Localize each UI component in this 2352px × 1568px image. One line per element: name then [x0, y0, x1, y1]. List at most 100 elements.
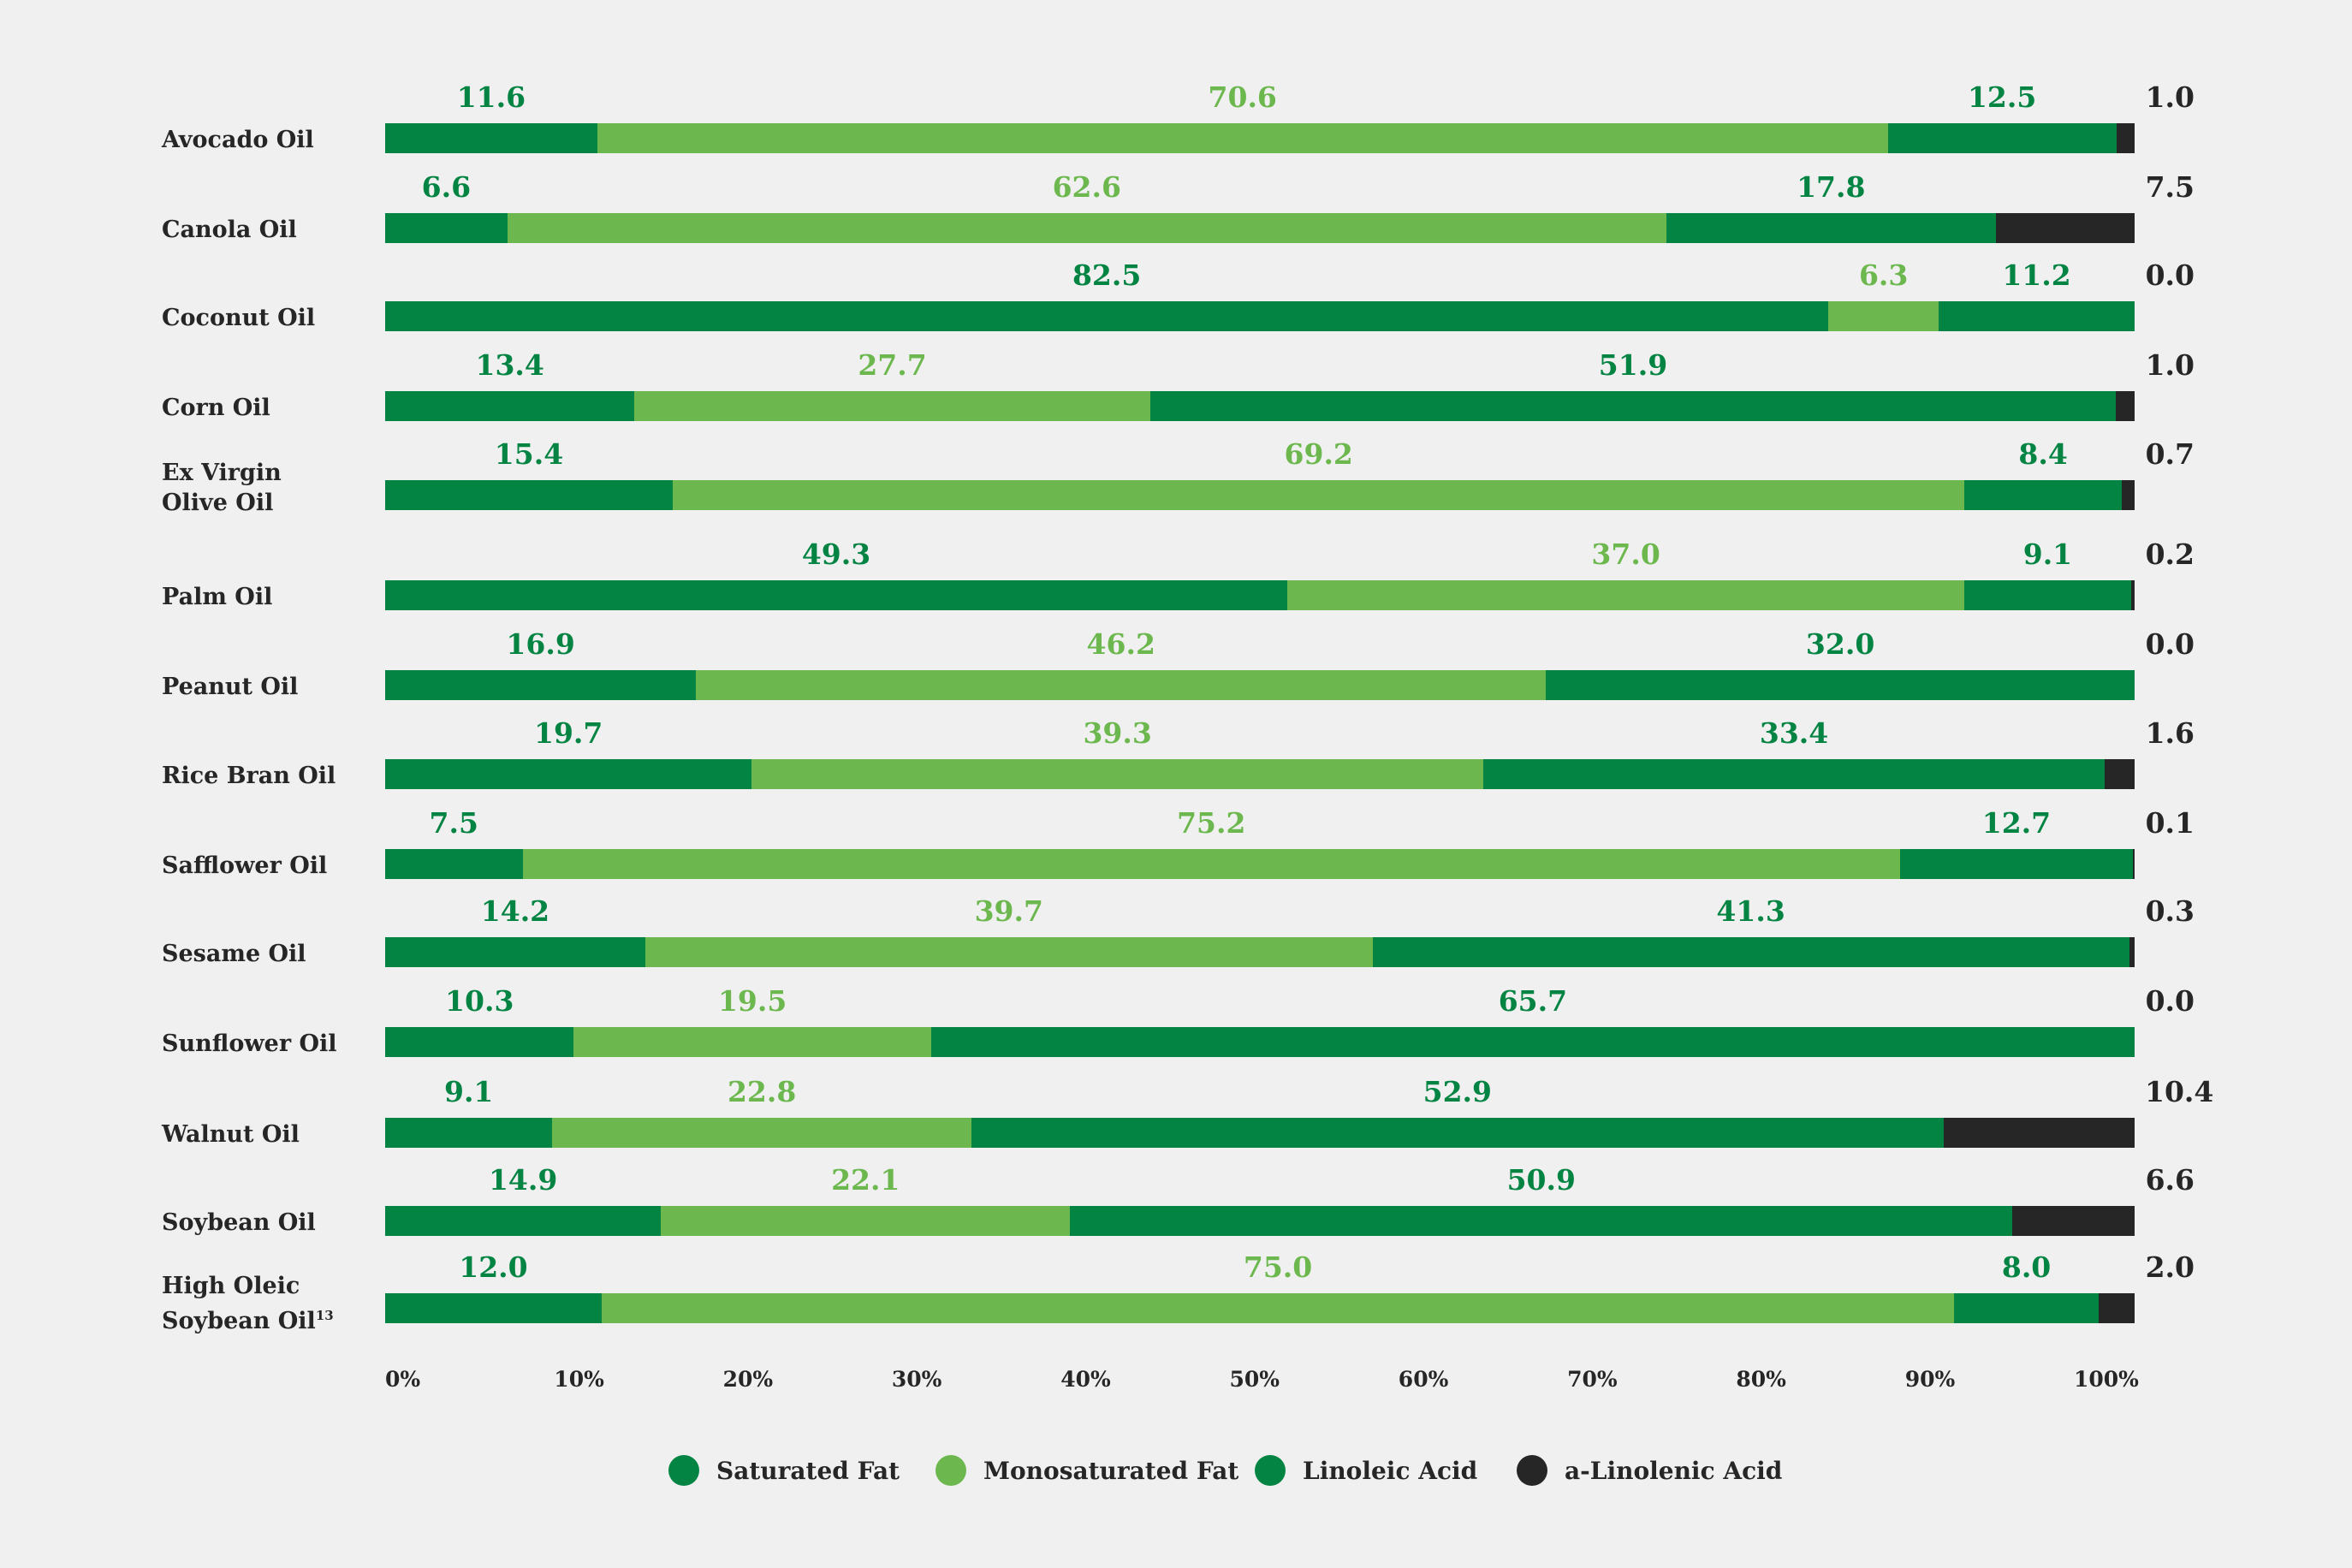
data-label: 10.3 [445, 984, 514, 1018]
x-tick-label: 30% [891, 1367, 942, 1392]
data-label: 75.0 [1243, 1250, 1313, 1284]
legend-swatch-icon [1517, 1455, 1547, 1486]
legend-label: a-Linolenic Acid [1565, 1456, 1783, 1485]
bar-segment-saturated-fat [385, 580, 1288, 610]
data-label: 51.9 [1598, 348, 1668, 382]
x-tick-label: 80% [1736, 1367, 1786, 1392]
bar-segment-saturated-fat [385, 1027, 574, 1057]
data-label: 8.0 [2001, 1250, 2052, 1284]
data-label: 11.2 [2002, 258, 2071, 292]
bar-segment-a-linolenic-acid [1995, 213, 2135, 243]
category-label: High Oleic Soybean Oil13 [162, 1271, 334, 1336]
bar-segment-a-linolenic-acid [2129, 937, 2135, 967]
legend-label: Saturated Fat [716, 1456, 900, 1485]
footnote-marker: 13 [315, 1308, 334, 1323]
bar-segment-linoleic-acid [1964, 480, 2122, 510]
data-label: 39.7 [974, 894, 1043, 928]
bar-segment-saturated-fat [385, 670, 697, 700]
data-label: 7.5 [429, 806, 478, 840]
category-label-line1: Ex Virgin [162, 460, 282, 486]
data-label: 6.6 [421, 170, 472, 204]
bar-segment-monosaturated-fat [552, 1118, 971, 1148]
data-label: 0.0 [2145, 627, 2195, 661]
bar-segment-saturated-fat [385, 301, 1829, 331]
bar-segment-linoleic-acid [1666, 213, 1996, 243]
data-label: 16.9 [506, 627, 575, 661]
bar-segment-a-linolenic-acid [2130, 580, 2135, 610]
data-label: 82.5 [1072, 258, 1142, 292]
category-label: Sunflower Oil [162, 1030, 337, 1057]
bar-segment-monosaturated-fat [522, 849, 1901, 879]
category-label: Soybean Oil [162, 1209, 316, 1236]
bar-segment-linoleic-acid [1372, 937, 2129, 967]
data-label: 50.9 [1506, 1163, 1576, 1197]
data-label: 33.4 [1759, 716, 1829, 750]
legend-swatch-icon [668, 1455, 699, 1486]
bar-segment-saturated-fat [385, 1118, 553, 1148]
data-label: 22.1 [831, 1163, 900, 1197]
bar-segment-saturated-fat [385, 391, 635, 421]
data-label: 1.0 [2145, 348, 2195, 382]
bar-segment-a-linolenic-acid [2121, 480, 2135, 510]
bar-segment-saturated-fat [385, 937, 645, 967]
bar-segment-monosaturated-fat [573, 1027, 931, 1057]
bar-segment-linoleic-acid [1070, 1206, 2013, 1236]
data-label: 0.0 [2145, 258, 2195, 292]
bar-segment-linoleic-acid [971, 1118, 1944, 1148]
data-label: 13.4 [475, 348, 544, 382]
data-label: 12.7 [1981, 806, 2052, 840]
data-label: 14.9 [488, 1163, 558, 1197]
data-label: 7.5 [2145, 170, 2195, 204]
bar-segment-a-linolenic-acid [2012, 1206, 2135, 1236]
bar-segment-monosaturated-fat [1828, 301, 1939, 331]
bar-segment-saturated-fat [385, 1206, 662, 1236]
bar-segment-linoleic-acid [1954, 1293, 2099, 1323]
bar-segment-saturated-fat [385, 759, 752, 789]
data-label: 15.4 [494, 437, 564, 471]
x-tick-label: 10% [554, 1367, 604, 1392]
bar-segment-monosaturated-fat [672, 480, 1965, 510]
data-label: 17.8 [1797, 170, 1866, 204]
x-tick-label: 40% [1060, 1367, 1111, 1392]
bar-segment-saturated-fat [385, 1293, 602, 1323]
bar-segment-saturated-fat [385, 213, 508, 243]
bar-segment-saturated-fat [385, 123, 597, 153]
category-label: Walnut Oil [162, 1121, 300, 1148]
bar-segment-linoleic-acid [1887, 123, 2117, 153]
legend-item: a-Linolenic Acid [1517, 1455, 1782, 1486]
category-label: Avocado Oil [162, 127, 314, 153]
bar-segment-a-linolenic-acid [2105, 759, 2135, 789]
data-label: 1.6 [2145, 716, 2195, 750]
data-label: 0.2 [2145, 538, 2195, 571]
data-label: 19.7 [533, 716, 603, 750]
data-label: 19.5 [717, 984, 787, 1018]
data-label: 10.4 [2145, 1075, 2214, 1108]
category-label: Canola Oil [162, 217, 297, 243]
x-tick-label: 20% [722, 1367, 774, 1392]
data-label: 8.4 [2018, 437, 2068, 471]
bar-segment-linoleic-acid [1964, 580, 2131, 610]
legend-swatch-icon [935, 1455, 966, 1486]
data-label: 0.7 [2145, 437, 2195, 471]
category-label: Corn Oil [162, 395, 270, 421]
category-label: Safflower Oil [162, 852, 328, 879]
bar-segment-monosaturated-fat [644, 937, 1373, 967]
category-label: Coconut Oil [162, 305, 316, 331]
bar-segment-linoleic-acid [1546, 670, 2135, 700]
bar-segment-monosaturated-fat [661, 1206, 1071, 1236]
legend-item: Linoleic Acid [1255, 1455, 1477, 1486]
legend-item: Monosaturated Fat [935, 1455, 1238, 1486]
x-tick-label: 90% [1904, 1367, 1956, 1392]
bar-segment-monosaturated-fat [597, 123, 1888, 153]
data-label: 9.1 [2022, 538, 2073, 571]
bar-segment-monosaturated-fat [696, 670, 1547, 700]
bar-segment-a-linolenic-acid [1943, 1118, 2135, 1148]
data-label: 32.0 [1805, 627, 1875, 661]
bar-segment-a-linolenic-acid [2132, 849, 2135, 879]
category-label-line2: Olive Oil [162, 490, 274, 516]
x-tick-label: 100% [2074, 1367, 2139, 1392]
category-label: Palm Oil [162, 584, 273, 610]
bar-segment-linoleic-acid [1482, 759, 2106, 789]
bar-segment-linoleic-acid [1900, 849, 2133, 879]
data-label: 41.3 [1716, 894, 1785, 928]
